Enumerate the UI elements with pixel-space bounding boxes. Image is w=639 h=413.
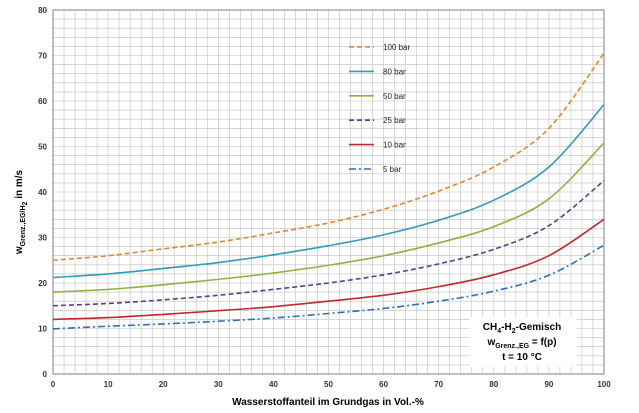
x-tick-label: 80 [489,380,498,389]
x-tick-label: 100 [597,380,611,389]
series-line-80-bar [52,104,605,279]
annotation-box: CH4-H2-Gemisch wGrenz.,EG = f(p) t = 10 … [469,317,577,367]
x-tick-label: 30 [214,380,223,389]
y-tick-label: 50 [38,143,47,152]
series-line-50-bar [52,142,605,293]
x-tick-label: 90 [544,380,553,389]
legend-label: 100 bar [383,43,410,52]
annotation-line-3: t = 10 °C [502,352,542,363]
y-tick-labels: 0 10 20 30 40 50 60 70 80 [38,6,47,379]
y-tick-label: 30 [38,234,47,243]
data-series [52,52,605,330]
x-tick-label: 10 [104,380,113,389]
axes [52,9,605,375]
y-tick-label: 60 [38,97,47,106]
y-tick-label: 80 [38,6,47,15]
series-line-25-bar [52,180,605,307]
plot-border [52,9,605,375]
x-tick-label: 70 [434,380,443,389]
x-tick-label: 40 [269,380,278,389]
annotation-line-1: CH4-H2-Gemisch [483,322,561,335]
series-line-100-bar [52,52,605,262]
legend-label: 10 bar [383,141,406,150]
y-tick-label: 0 [43,370,48,379]
legend-label: 5 bar [383,165,402,174]
x-tick-label: 20 [159,380,168,389]
y-axis-title: wGrenz.,EG/H2 in m/s [14,169,29,255]
legend-label: 80 bar [383,67,406,76]
x-tick-label: 60 [379,380,388,389]
legend-label: 25 bar [383,116,406,125]
x-axis-title: Wasserstoffanteil im Grundgas in Vol.-% [232,397,424,408]
y-tick-label: 40 [38,188,47,197]
series-line-10-bar [52,218,605,321]
annotation-line-2: wGrenz.,EG = f(p) [486,337,556,350]
legend: 100 bar 80 bar 50 bar 25 bar 10 bar 5 bar [349,43,410,174]
y-tick-label: 10 [38,325,47,334]
y-tick-label: 20 [38,279,47,288]
series-line-5-bar [52,244,605,330]
x-tick-label: 0 [51,380,56,389]
x-tick-label: 50 [324,380,333,389]
x-tick-labels: 0 10 20 30 40 50 60 70 80 90 100 [51,380,611,389]
legend-label: 50 bar [383,92,406,101]
y-tick-label: 70 [38,52,47,61]
